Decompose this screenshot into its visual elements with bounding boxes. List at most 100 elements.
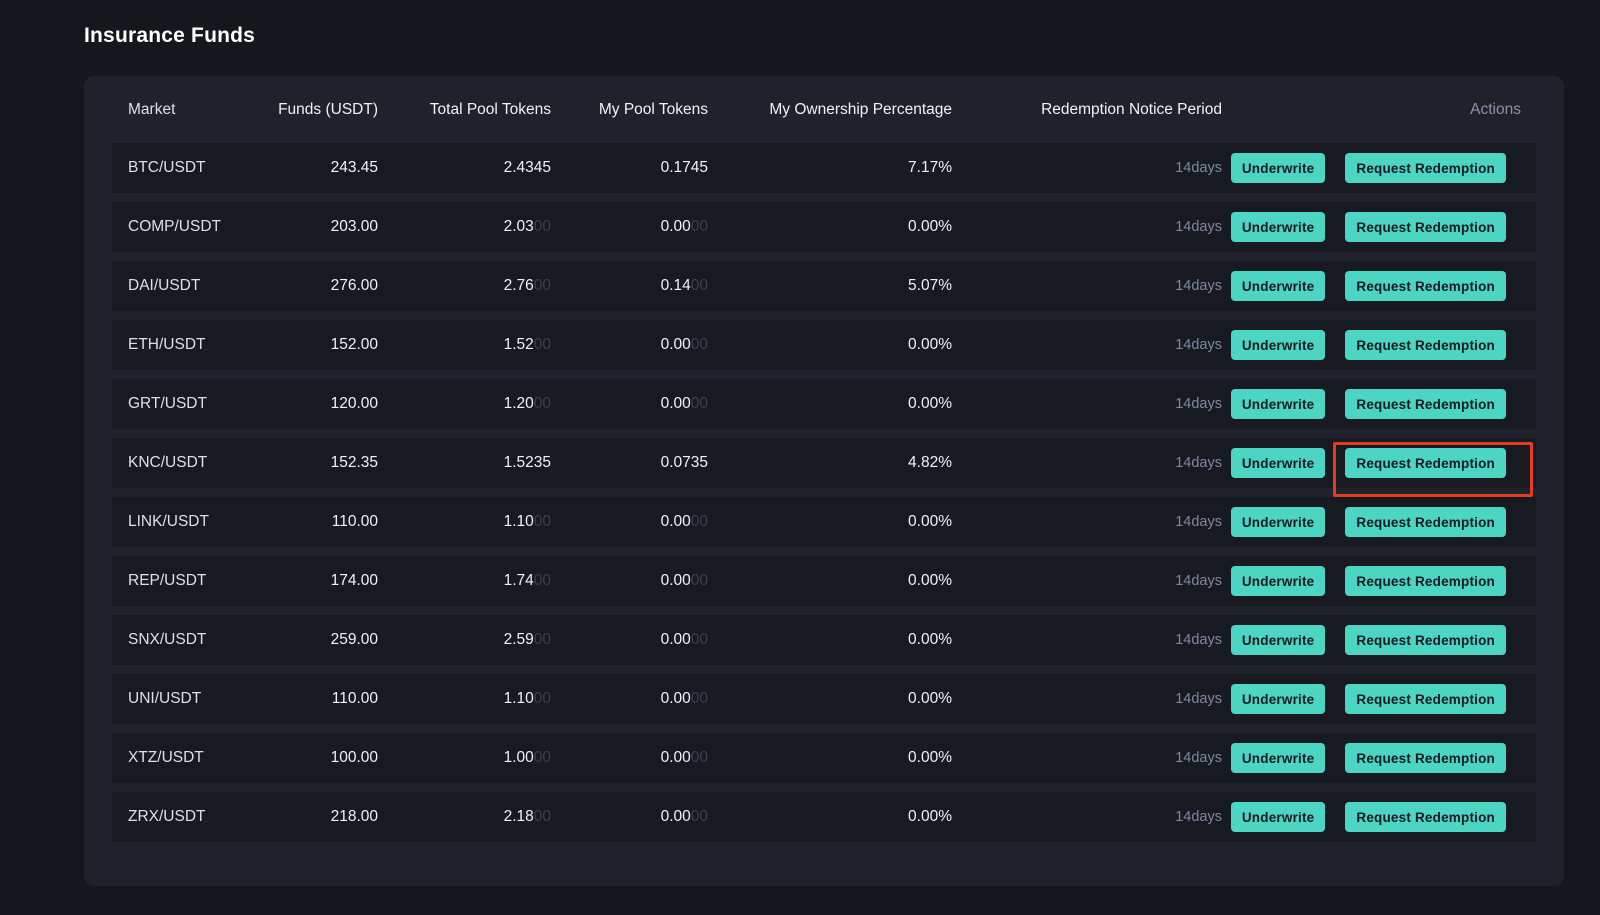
total-pool-tokens-dim-digits: 00 xyxy=(533,218,551,235)
actions-cell: Underwrite Request Redemption xyxy=(1222,743,1536,773)
underwrite-button[interactable]: Underwrite xyxy=(1230,507,1326,537)
underwrite-button[interactable]: Underwrite xyxy=(1230,389,1326,419)
my-pool-tokens-cell: 0.0000 xyxy=(551,749,708,767)
total-pool-tokens-dim-digits: 00 xyxy=(533,395,551,412)
my-pool-tokens-dim-digits: 00 xyxy=(690,513,708,530)
my-pool-tokens-cell: 0.0000 xyxy=(551,218,708,236)
request-redemption-button[interactable]: Request Redemption xyxy=(1345,743,1506,773)
ownership-percentage-cell: 7.17% xyxy=(908,159,952,176)
market-cell: ZRX/USDT xyxy=(128,808,206,825)
total-pool-tokens-value: 2.59 xyxy=(503,631,534,648)
my-pool-tokens-value: 0.00 xyxy=(660,749,691,766)
my-pool-tokens-value: 0.00 xyxy=(660,690,691,707)
request-redemption-button[interactable]: Request Redemption xyxy=(1345,271,1506,301)
ownership-percentage-cell: 5.07% xyxy=(908,277,952,294)
table-row-link: LINK/USDT 110.00 1.1000 0.0000 0.00% 14d… xyxy=(112,497,1536,547)
my-pool-tokens-dim-digits: 00 xyxy=(690,395,708,412)
market-cell: XTZ/USDT xyxy=(128,749,204,766)
my-pool-tokens-dim-digits: 00 xyxy=(690,572,708,589)
funds-cell: 152.00 xyxy=(330,336,378,353)
table-row-uni: UNI/USDT 110.00 1.1000 0.0000 0.00% 14da… xyxy=(112,674,1536,724)
request-redemption-button[interactable]: Request Redemption xyxy=(1345,625,1506,655)
actions-cell: Underwrite Request Redemption xyxy=(1222,212,1536,242)
ownership-percentage-cell: 0.00% xyxy=(908,513,952,530)
total-pool-tokens-value: 1.52 xyxy=(503,336,534,353)
actions-cell: Underwrite Request Redemption xyxy=(1222,389,1536,419)
notice-period-cell: 14days xyxy=(1175,691,1222,707)
market-cell: ETH/USDT xyxy=(128,336,206,353)
request-redemption-button[interactable]: Request Redemption xyxy=(1345,802,1506,832)
actions-cell: Underwrite Request Redemption xyxy=(1222,625,1536,655)
total-pool-tokens-value: 2.18 xyxy=(503,808,534,825)
funds-cell: 100.00 xyxy=(330,749,378,766)
notice-period-cell: 14days xyxy=(1175,278,1222,294)
my-pool-tokens-dim-digits: 00 xyxy=(690,336,708,353)
market-cell: DAI/USDT xyxy=(128,277,201,294)
total-pool-tokens-cell: 1.1000 xyxy=(378,513,551,531)
total-pool-tokens-cell: 1.2000 xyxy=(378,395,551,413)
ownership-percentage-cell: 0.00% xyxy=(908,749,952,766)
my-pool-tokens-cell: 0.0000 xyxy=(551,572,708,590)
my-pool-tokens-dim-digits: 00 xyxy=(690,690,708,707)
table-row-snx: SNX/USDT 259.00 2.5900 0.0000 0.00% 14da… xyxy=(112,615,1536,665)
funds-cell: 276.00 xyxy=(330,277,378,294)
request-redemption-button[interactable]: Request Redemption xyxy=(1345,684,1506,714)
my-pool-tokens-cell: 0.0000 xyxy=(551,395,708,413)
ownership-percentage-cell: 0.00% xyxy=(908,631,952,648)
ownership-percentage-cell: 0.00% xyxy=(908,395,952,412)
actions-cell: Underwrite Request Redemption xyxy=(1222,802,1536,832)
underwrite-button[interactable]: Underwrite xyxy=(1230,271,1326,301)
market-cell: BTC/USDT xyxy=(128,159,206,176)
request-redemption-button[interactable]: Request Redemption xyxy=(1345,448,1506,478)
my-pool-tokens-dim-digits: 00 xyxy=(690,277,708,294)
total-pool-tokens-value: 2.4345 xyxy=(503,159,551,176)
funds-cell: 120.00 xyxy=(330,395,378,412)
table-row-rep: REP/USDT 174.00 1.7400 0.0000 0.00% 14da… xyxy=(112,556,1536,606)
underwrite-button[interactable]: Underwrite xyxy=(1230,566,1326,596)
funds-cell: 259.00 xyxy=(330,631,378,648)
request-redemption-button[interactable]: Request Redemption xyxy=(1345,566,1506,596)
request-redemption-button[interactable]: Request Redemption xyxy=(1345,153,1506,183)
total-pool-tokens-cell: 1.1000 xyxy=(378,690,551,708)
request-redemption-button[interactable]: Request Redemption xyxy=(1345,212,1506,242)
underwrite-button[interactable]: Underwrite xyxy=(1230,625,1326,655)
my-pool-tokens-cell: 0.1745 xyxy=(551,159,708,177)
total-pool-tokens-value: 1.5235 xyxy=(503,454,551,471)
actions-cell: Underwrite Request Redemption xyxy=(1222,507,1536,537)
table-row-zrx: ZRX/USDT 218.00 2.1800 0.0000 0.00% 14da… xyxy=(112,792,1536,842)
total-pool-tokens-dim-digits: 00 xyxy=(533,277,551,294)
total-pool-tokens-dim-digits: 00 xyxy=(533,572,551,589)
market-cell: REP/USDT xyxy=(128,572,207,589)
total-pool-tokens-cell: 1.7400 xyxy=(378,572,551,590)
underwrite-button[interactable]: Underwrite xyxy=(1230,802,1326,832)
funds-cell: 174.00 xyxy=(330,572,378,589)
total-pool-tokens-value: 2.76 xyxy=(503,277,534,294)
funds-cell: 110.00 xyxy=(331,690,378,707)
my-pool-tokens-cell: 0.0000 xyxy=(551,690,708,708)
column-header-market: Market xyxy=(128,100,176,118)
total-pool-tokens-cell: 1.5235 xyxy=(378,454,551,472)
funds-cell: 110.00 xyxy=(331,513,378,530)
ownership-percentage-cell: 0.00% xyxy=(908,336,952,353)
request-redemption-button[interactable]: Request Redemption xyxy=(1345,389,1506,419)
ownership-percentage-cell: 0.00% xyxy=(908,808,952,825)
actions-cell: Underwrite Request Redemption xyxy=(1222,566,1536,596)
underwrite-button[interactable]: Underwrite xyxy=(1230,330,1326,360)
page-title: Insurance Funds xyxy=(84,24,256,47)
total-pool-tokens-cell: 1.0000 xyxy=(378,749,551,767)
my-pool-tokens-cell: 0.0000 xyxy=(551,808,708,826)
request-redemption-button[interactable]: Request Redemption xyxy=(1345,507,1506,537)
underwrite-button[interactable]: Underwrite xyxy=(1230,153,1326,183)
underwrite-button[interactable]: Underwrite xyxy=(1230,743,1326,773)
market-cell: COMP/USDT xyxy=(128,218,221,235)
underwrite-button[interactable]: Underwrite xyxy=(1230,684,1326,714)
total-pool-tokens-dim-digits: 00 xyxy=(533,336,551,353)
underwrite-button[interactable]: Underwrite xyxy=(1230,448,1326,478)
underwrite-button[interactable]: Underwrite xyxy=(1230,212,1326,242)
my-pool-tokens-dim-digits: 00 xyxy=(690,749,708,766)
total-pool-tokens-cell: 2.1800 xyxy=(378,808,551,826)
total-pool-tokens-value: 2.03 xyxy=(503,218,534,235)
request-redemption-button[interactable]: Request Redemption xyxy=(1345,330,1506,360)
actions-cell: Underwrite Request Redemption xyxy=(1222,330,1536,360)
